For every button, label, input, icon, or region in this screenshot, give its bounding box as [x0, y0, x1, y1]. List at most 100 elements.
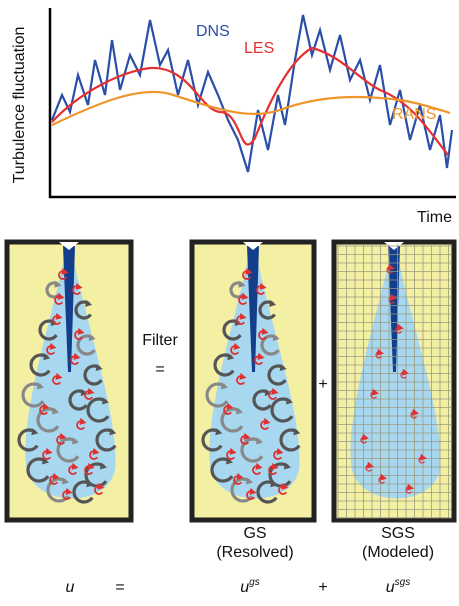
eddy-arrow	[239, 372, 247, 380]
eddy-arrow	[109, 428, 117, 436]
eddy	[74, 300, 92, 320]
eddy-arrow	[99, 462, 107, 470]
eddy-arrow	[389, 293, 397, 301]
eddy	[220, 407, 244, 433]
u-sgs-base: u	[386, 579, 395, 596]
eddy-arrow	[77, 327, 85, 335]
eddy-arrow	[239, 312, 247, 320]
eddy-arrow	[215, 428, 223, 436]
eddy-arrow	[61, 267, 69, 275]
eddy-arrow	[65, 487, 73, 495]
eddy-arrow	[271, 387, 279, 395]
les-label: LES	[244, 40, 274, 57]
u-sgs: usgs	[386, 577, 410, 596]
eddy-arrow	[220, 382, 228, 390]
eddy-arrow	[281, 482, 289, 490]
eddy-arrow	[270, 480, 278, 488]
eddy-arrow	[235, 407, 243, 415]
eddy-arrow	[92, 447, 100, 455]
eddy-arrow	[57, 292, 65, 300]
eddy-arrow	[276, 447, 284, 455]
eddy-arrow	[293, 428, 301, 436]
nozzle	[243, 242, 263, 250]
eddy-arrow	[79, 417, 87, 425]
eddy	[210, 457, 234, 483]
eddy-arrow	[101, 397, 109, 405]
eddy-arrow	[379, 473, 387, 481]
eddy-arrow	[49, 342, 57, 350]
panel	[331, 239, 457, 523]
eddy	[213, 353, 235, 377]
eddy-arrow	[42, 402, 50, 410]
eddy-arrow	[225, 457, 233, 465]
x-axis-label: Time	[417, 209, 452, 226]
eddy-arrow	[87, 462, 95, 470]
eddy	[29, 353, 51, 377]
u-sgs-sup: sgs	[395, 577, 411, 588]
eddy-arrow	[269, 299, 277, 307]
eddy-arrow	[241, 292, 249, 300]
eddy	[205, 382, 229, 408]
eddy-arrow	[88, 334, 96, 342]
spray-plume	[25, 250, 116, 499]
eddy	[17, 428, 39, 452]
eddy-arrow	[387, 263, 395, 271]
gs-label: GS	[243, 525, 266, 542]
eddy	[68, 389, 88, 411]
liquid-jet	[388, 246, 400, 372]
eddy	[201, 428, 223, 452]
eddy-arrow	[226, 402, 234, 410]
eddy	[26, 457, 50, 483]
eddy-arrow	[411, 408, 419, 416]
eddy-arrow	[85, 299, 93, 307]
plus-sign: +	[318, 376, 327, 393]
eddy-arrow	[249, 487, 257, 495]
filter-label: Filter	[142, 332, 178, 349]
eddy-arrow	[238, 280, 246, 288]
eddy-arrow	[243, 432, 251, 440]
sgs-sublabel: (Modeled)	[362, 544, 434, 561]
eddy	[240, 437, 264, 463]
eddy	[83, 364, 103, 386]
eddy-arrow	[41, 457, 49, 465]
eddy-arrow	[255, 462, 263, 470]
eddy	[95, 428, 117, 452]
eddy	[76, 334, 96, 356]
spray-plume	[350, 250, 441, 499]
dns-label: DNS	[196, 23, 230, 40]
eddy-arrow	[236, 472, 244, 480]
fluctuation-chart: Turbulence fluctuation Time DNS LES RANS	[11, 8, 456, 226]
eddy	[72, 480, 94, 504]
rans-curve	[51, 90, 451, 126]
panel	[189, 239, 317, 523]
les-curve	[51, 46, 449, 156]
eddy	[260, 334, 280, 356]
eddy	[230, 477, 254, 503]
u-gs-sup: gs	[249, 577, 260, 588]
u-total: u	[66, 579, 75, 596]
eddy	[56, 437, 80, 463]
u-gs: ugs	[240, 577, 259, 596]
eddy-arrow	[45, 447, 53, 455]
eddy-arrow	[245, 477, 253, 485]
eddy-arrow	[283, 462, 291, 470]
eddy-arrow	[95, 364, 103, 372]
eddy-arrow	[51, 407, 59, 415]
eddy-arrow	[73, 352, 81, 360]
rans-label: RANS	[392, 106, 436, 123]
eddy	[86, 397, 110, 423]
eddy-arrow	[71, 437, 79, 445]
eddy-arrow	[71, 462, 79, 470]
eddy-arrow	[271, 462, 279, 470]
eddy-arrow	[86, 480, 94, 488]
eddy-arrow	[279, 364, 287, 372]
eddy-arrow	[263, 417, 271, 425]
eddy-arrow	[87, 387, 95, 395]
eddy	[270, 397, 294, 423]
equals-sign: =	[155, 361, 164, 378]
eddy-arrow	[245, 267, 253, 275]
eddy	[222, 319, 242, 341]
eddy-arrow	[61, 477, 69, 485]
eddy-arrow	[371, 388, 379, 396]
